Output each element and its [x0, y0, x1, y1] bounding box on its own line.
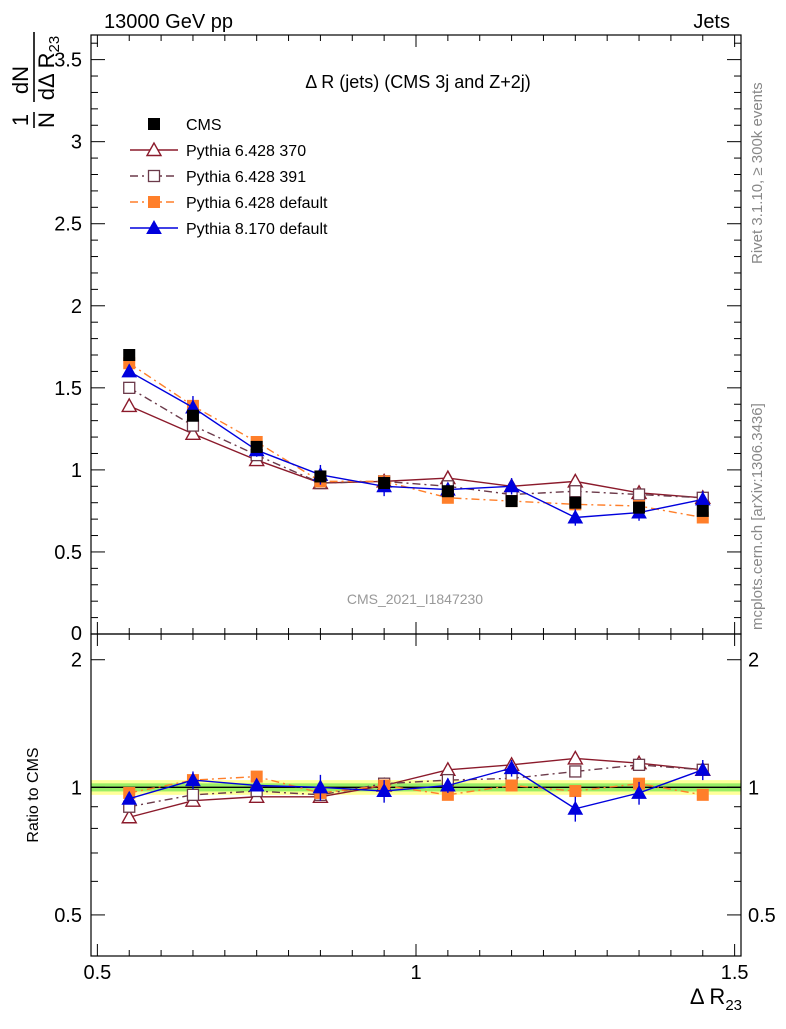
main-point-pythia-6-428-370 — [567, 472, 584, 488]
legend-label: Pythia 8.170 default — [186, 221, 328, 238]
main-line-pythia-6-428-370 — [128, 405, 703, 499]
ratio-y-tick-label-right: 2 — [748, 650, 759, 672]
main-point-cms — [441, 485, 454, 498]
legend-item: Pythia 6.428 391 — [130, 169, 306, 186]
ratio-y-tick-label: 1 — [71, 777, 82, 799]
ratio-point-pythia-6-428-default — [569, 785, 582, 798]
svg-text:1: 1 — [8, 114, 33, 126]
x-tick-label: 1.5 — [721, 962, 749, 984]
y-axis-label-main: 1 dN N dΔ R23 — [8, 32, 63, 128]
ratio-y-tick-label-right: 1 — [748, 777, 759, 799]
legend-marker — [148, 118, 160, 130]
main-point-cms — [633, 501, 646, 514]
y-tick-label: 2 — [71, 296, 82, 318]
ratio-point-pythia-6-428-391 — [186, 788, 200, 801]
main-point-pythia-6-428-370 — [121, 397, 138, 413]
x-tick-label: 1 — [410, 962, 421, 984]
ratio-point-pythia-8-170-default — [694, 761, 711, 776]
main-line-pythia-8-170-default — [128, 370, 703, 519]
header-right-label: Jets — [693, 11, 730, 33]
ratio-point-pythia-8-170-default — [248, 777, 265, 792]
legend-label: Pythia 6.428 370 — [186, 143, 306, 160]
ratio-line-pythia-6-428-370 — [129, 757, 703, 818]
ratio-point-pythia-8-170-default — [631, 784, 647, 799]
y-tick-label: 3.5 — [54, 50, 82, 72]
legend-item: Pythia 6.428 default — [130, 195, 328, 212]
main-point-cms — [123, 349, 136, 362]
legend-item: Pythia 8.170 default — [130, 219, 328, 238]
y-tick-label: 2.5 — [54, 214, 82, 236]
legend-label: CMS — [186, 117, 222, 134]
header-left-label: 13000 GeV pp — [104, 11, 233, 33]
ratio-point-pythia-8-170-default — [185, 772, 201, 787]
legend-item: Pythia 6.428 370 — [130, 141, 306, 160]
ratio-point-pythia-8-170-default — [503, 760, 520, 775]
main-point-pythia-8-170-default — [503, 478, 520, 493]
legend-marker — [148, 196, 160, 208]
ratio-y-tick-label-right: 0.5 — [748, 905, 776, 927]
main-point-cms — [314, 470, 327, 483]
ratio-line-pythia-6-428-391 — [129, 764, 703, 808]
y-tick-label: 0.5 — [54, 542, 82, 564]
ratio-point-pythia-8-170-default — [567, 800, 584, 815]
ratio-point-pythia-8-170-default — [376, 783, 392, 798]
main-point-cms — [696, 504, 709, 517]
main-point-pythia-8-170-default — [567, 509, 584, 524]
y-axis-label-ratio: Ratio to CMS — [25, 747, 42, 842]
svg-text:N: N — [34, 112, 59, 128]
main-point-cms — [378, 477, 391, 490]
y-tick-label: 1 — [71, 460, 82, 482]
main-point-pythia-6-428-391 — [123, 381, 136, 394]
ratio-point-pythia-6-428-default — [505, 779, 518, 792]
main-point-pythia-8-170-default — [121, 363, 138, 378]
legend-item: CMS — [148, 117, 222, 134]
y-tick-label: 0 — [71, 623, 82, 645]
main-point-pythia-6-428-370 — [184, 425, 202, 440]
main-line-pythia-6-428-391 — [128, 387, 703, 499]
main-point-cms — [505, 495, 518, 508]
legend-label: Pythia 6.428 391 — [186, 169, 306, 186]
ratio-point-pythia-8-170-default — [440, 777, 456, 792]
ratio-point-pythia-6-428-391 — [632, 758, 646, 771]
ratio-point-pythia-8-170-default — [312, 779, 329, 794]
legend-marker — [147, 169, 161, 183]
main-point-pythia-6-428-391 — [569, 485, 582, 498]
chart-title: Δ R (jets) (CMS 3j and Z+2j) — [305, 72, 531, 92]
legend-label: Pythia 6.428 default — [186, 195, 328, 212]
y-tick-label: 1.5 — [54, 378, 82, 400]
rivet-label: Rivet 3.1.10, ≥ 300k events — [749, 82, 766, 264]
ratio-line-pythia-8-170-default — [129, 767, 704, 810]
svg-text:dN: dN — [8, 66, 33, 94]
legend-marker — [145, 141, 163, 157]
main-point-cms — [569, 496, 582, 509]
mcplots-label: mcplots.cern.ch [arXiv:1306.3436] — [749, 403, 766, 630]
watermark-label: CMS_2021_I1847230 — [347, 591, 483, 607]
ratio-line-pythia-6-428-default — [129, 775, 703, 796]
legend-marker — [146, 219, 162, 234]
x-axis-label: Δ R23 — [690, 984, 742, 1014]
y-tick-label: 3 — [71, 132, 82, 154]
main-point-cms — [250, 440, 263, 453]
main-line-pythia-6-428-default — [128, 362, 703, 519]
x-tick-label: 0.5 — [83, 962, 111, 984]
ratio-point-pythia-6-428-391 — [569, 765, 582, 778]
ratio-point-pythia-8-170-default — [121, 790, 138, 805]
main-point-pythia-6-428-391 — [632, 488, 646, 501]
ratio-point-pythia-6-428-370 — [121, 808, 138, 824]
ratio-point-pythia-6-428-370 — [567, 749, 584, 765]
ratio-y-tick-label: 0.5 — [54, 905, 82, 927]
ratio-point-pythia-6-428-default — [696, 788, 709, 801]
main-point-cms — [186, 409, 199, 422]
ratio-y-tick-label: 2 — [71, 650, 82, 672]
